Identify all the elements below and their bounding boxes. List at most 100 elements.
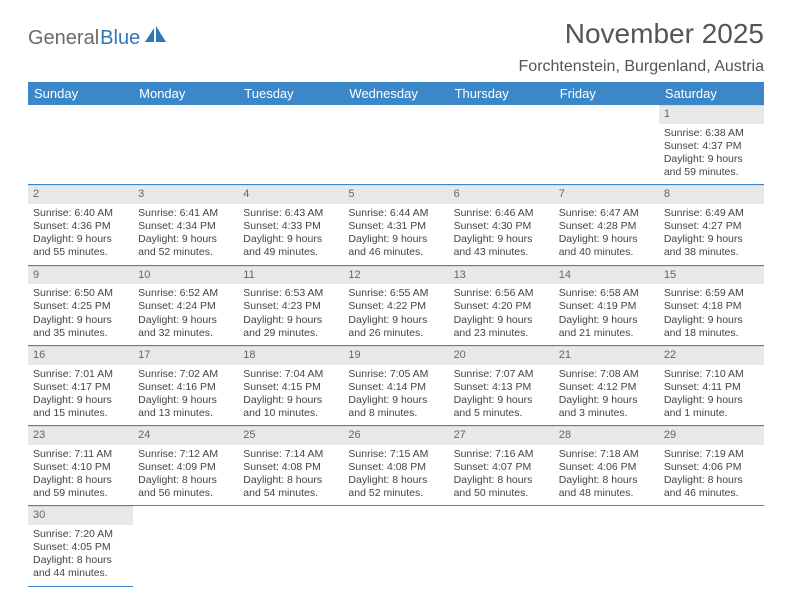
calendar-cell: 21Sunrise: 7:08 AMSunset: 4:12 PMDayligh…	[554, 345, 659, 425]
calendar-cell	[133, 506, 238, 586]
daylight-line: Daylight: 8 hours and 59 minutes.	[33, 474, 128, 500]
sunset-line: Sunset: 4:22 PM	[348, 300, 443, 313]
calendar-cell: 3Sunrise: 6:41 AMSunset: 4:34 PMDaylight…	[133, 185, 238, 265]
daylight-line: Daylight: 9 hours and 49 minutes.	[243, 233, 338, 259]
daylight-line: Daylight: 9 hours and 29 minutes.	[243, 314, 338, 340]
day-details: Sunrise: 7:02 AMSunset: 4:16 PMDaylight:…	[133, 365, 238, 426]
day-header: Friday	[554, 82, 659, 105]
day-number: 22	[659, 346, 764, 365]
day-number: 15	[659, 266, 764, 285]
day-details: Sunrise: 7:08 AMSunset: 4:12 PMDaylight:…	[554, 365, 659, 426]
sunset-line: Sunset: 4:06 PM	[664, 461, 759, 474]
day-header: Tuesday	[238, 82, 343, 105]
day-number: 21	[554, 346, 659, 365]
day-details: Sunrise: 7:07 AMSunset: 4:13 PMDaylight:…	[449, 365, 554, 426]
logo-text-1: General	[28, 27, 99, 50]
calendar-week: 16Sunrise: 7:01 AMSunset: 4:17 PMDayligh…	[28, 345, 764, 425]
sunrise-line: Sunrise: 6:46 AM	[454, 207, 549, 220]
sunset-line: Sunset: 4:17 PM	[33, 381, 128, 394]
calendar-cell: 24Sunrise: 7:12 AMSunset: 4:09 PMDayligh…	[133, 426, 238, 506]
calendar-cell	[238, 105, 343, 185]
header: GeneralBlue November 2025 Forchtenstein,…	[28, 18, 764, 76]
day-details: Sunrise: 6:52 AMSunset: 4:24 PMDaylight:…	[133, 284, 238, 345]
sunset-line: Sunset: 4:07 PM	[454, 461, 549, 474]
day-number: 28	[554, 426, 659, 445]
day-number: 3	[133, 185, 238, 204]
sunset-line: Sunset: 4:23 PM	[243, 300, 338, 313]
calendar-cell: 17Sunrise: 7:02 AMSunset: 4:16 PMDayligh…	[133, 345, 238, 425]
day-number: 16	[28, 346, 133, 365]
calendar-cell: 10Sunrise: 6:52 AMSunset: 4:24 PMDayligh…	[133, 265, 238, 345]
sunset-line: Sunset: 4:25 PM	[33, 300, 128, 313]
daylight-line: Daylight: 8 hours and 56 minutes.	[138, 474, 233, 500]
day-number: 29	[659, 426, 764, 445]
daylight-line: Daylight: 9 hours and 55 minutes.	[33, 233, 128, 259]
location: Forchtenstein, Burgenland, Austria	[519, 58, 764, 76]
daylight-line: Daylight: 9 hours and 43 minutes.	[454, 233, 549, 259]
sunset-line: Sunset: 4:27 PM	[664, 220, 759, 233]
calendar-week: 30Sunrise: 7:20 AMSunset: 4:05 PMDayligh…	[28, 506, 764, 586]
calendar-cell: 15Sunrise: 6:59 AMSunset: 4:18 PMDayligh…	[659, 265, 764, 345]
sunset-line: Sunset: 4:30 PM	[454, 220, 549, 233]
sunrise-line: Sunrise: 6:58 AM	[559, 287, 654, 300]
daylight-line: Daylight: 9 hours and 40 minutes.	[559, 233, 654, 259]
day-details: Sunrise: 6:46 AMSunset: 4:30 PMDaylight:…	[449, 204, 554, 265]
day-header: Monday	[133, 82, 238, 105]
sunrise-line: Sunrise: 6:55 AM	[348, 287, 443, 300]
day-details: Sunrise: 6:44 AMSunset: 4:31 PMDaylight:…	[343, 204, 448, 265]
daylight-line: Daylight: 9 hours and 38 minutes.	[664, 233, 759, 259]
day-details: Sunrise: 7:16 AMSunset: 4:07 PMDaylight:…	[449, 445, 554, 506]
sunrise-line: Sunrise: 6:38 AM	[664, 127, 759, 140]
daylight-line: Daylight: 8 hours and 52 minutes.	[348, 474, 443, 500]
calendar-cell: 20Sunrise: 7:07 AMSunset: 4:13 PMDayligh…	[449, 345, 554, 425]
daylight-line: Daylight: 8 hours and 50 minutes.	[454, 474, 549, 500]
calendar-cell	[554, 506, 659, 586]
daylight-line: Daylight: 9 hours and 1 minute.	[664, 394, 759, 420]
sunrise-line: Sunrise: 6:49 AM	[664, 207, 759, 220]
sunset-line: Sunset: 4:11 PM	[664, 381, 759, 394]
calendar-cell: 18Sunrise: 7:04 AMSunset: 4:15 PMDayligh…	[238, 345, 343, 425]
day-number: 25	[238, 426, 343, 445]
day-number: 17	[133, 346, 238, 365]
daylight-line: Daylight: 9 hours and 26 minutes.	[348, 314, 443, 340]
calendar-cell: 5Sunrise: 6:44 AMSunset: 4:31 PMDaylight…	[343, 185, 448, 265]
day-details: Sunrise: 6:41 AMSunset: 4:34 PMDaylight:…	[133, 204, 238, 265]
sunset-line: Sunset: 4:20 PM	[454, 300, 549, 313]
day-number: 14	[554, 266, 659, 285]
calendar-week: 1Sunrise: 6:38 AMSunset: 4:37 PMDaylight…	[28, 105, 764, 185]
sunrise-line: Sunrise: 6:43 AM	[243, 207, 338, 220]
day-details: Sunrise: 7:18 AMSunset: 4:06 PMDaylight:…	[554, 445, 659, 506]
daylight-line: Daylight: 9 hours and 59 minutes.	[664, 153, 759, 179]
day-details: Sunrise: 6:43 AMSunset: 4:33 PMDaylight:…	[238, 204, 343, 265]
day-details: Sunrise: 7:11 AMSunset: 4:10 PMDaylight:…	[28, 445, 133, 506]
sunrise-line: Sunrise: 7:14 AM	[243, 448, 338, 461]
day-details: Sunrise: 6:53 AMSunset: 4:23 PMDaylight:…	[238, 284, 343, 345]
calendar-cell	[238, 506, 343, 586]
day-number: 4	[238, 185, 343, 204]
sunset-line: Sunset: 4:31 PM	[348, 220, 443, 233]
daylight-line: Daylight: 8 hours and 48 minutes.	[559, 474, 654, 500]
sunrise-line: Sunrise: 6:53 AM	[243, 287, 338, 300]
sunrise-line: Sunrise: 7:11 AM	[33, 448, 128, 461]
sunrise-line: Sunrise: 7:19 AM	[664, 448, 759, 461]
day-number: 18	[238, 346, 343, 365]
day-details: Sunrise: 7:15 AMSunset: 4:08 PMDaylight:…	[343, 445, 448, 506]
sunset-line: Sunset: 4:16 PM	[138, 381, 233, 394]
calendar-cell: 13Sunrise: 6:56 AMSunset: 4:20 PMDayligh…	[449, 265, 554, 345]
sunrise-line: Sunrise: 6:47 AM	[559, 207, 654, 220]
sunrise-line: Sunrise: 7:10 AM	[664, 368, 759, 381]
day-header: Saturday	[659, 82, 764, 105]
calendar-cell: 27Sunrise: 7:16 AMSunset: 4:07 PMDayligh…	[449, 426, 554, 506]
sunrise-line: Sunrise: 6:59 AM	[664, 287, 759, 300]
sunrise-line: Sunrise: 6:40 AM	[33, 207, 128, 220]
calendar-cell: 4Sunrise: 6:43 AMSunset: 4:33 PMDaylight…	[238, 185, 343, 265]
day-number: 5	[343, 185, 448, 204]
day-details: Sunrise: 6:38 AMSunset: 4:37 PMDaylight:…	[659, 124, 764, 185]
sunrise-line: Sunrise: 7:20 AM	[33, 528, 128, 541]
day-header-row: SundayMondayTuesdayWednesdayThursdayFrid…	[28, 82, 764, 105]
day-number: 8	[659, 185, 764, 204]
day-details: Sunrise: 6:50 AMSunset: 4:25 PMDaylight:…	[28, 284, 133, 345]
sunset-line: Sunset: 4:08 PM	[348, 461, 443, 474]
daylight-line: Daylight: 8 hours and 54 minutes.	[243, 474, 338, 500]
day-number: 1	[659, 105, 764, 124]
